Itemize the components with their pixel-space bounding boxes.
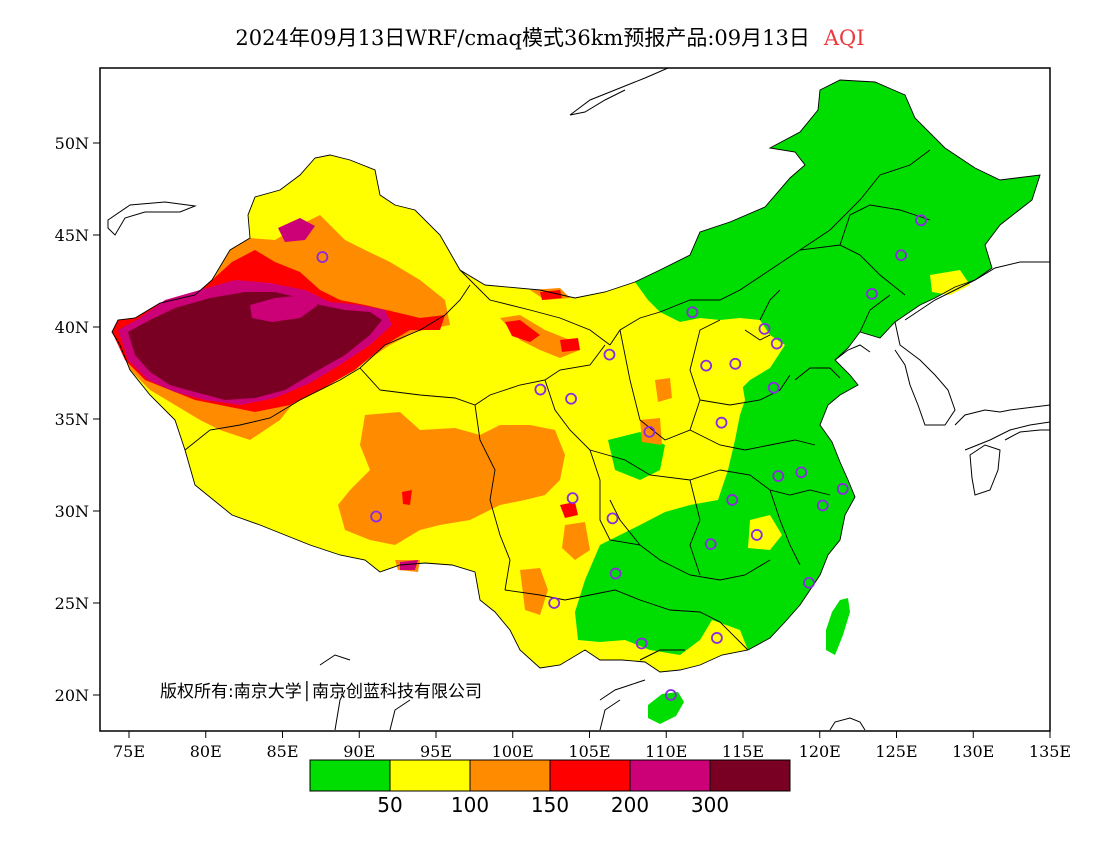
station-marker: [548, 597, 561, 609]
aqi-region-hazardous: [128, 292, 382, 400]
x-tick-label: 105E: [568, 742, 610, 761]
aqi-region-good: [608, 432, 665, 480]
aqi-region-moderate: [748, 515, 782, 550]
station-marker: [772, 470, 785, 482]
province-boundaries: [111, 79, 1041, 673]
station-marker: [836, 483, 849, 495]
aqi-region-very-unhealthy: [250, 295, 318, 322]
hainan-island: [648, 692, 684, 724]
legend-label: 50: [377, 793, 402, 817]
legend-swatch: [309, 759, 391, 792]
station-marker: [715, 416, 728, 429]
y-tick-label: 45N: [55, 226, 89, 245]
station-marker: [767, 381, 780, 394]
legend-label: 200: [611, 793, 649, 817]
taiwan-island: [826, 598, 850, 655]
station-marker: [643, 425, 656, 438]
y-tick-label: 25N: [55, 594, 89, 613]
station-marker: [795, 466, 808, 479]
x-tick-label: 100E: [492, 742, 534, 761]
y-tick-label: 50N: [55, 134, 89, 153]
station-marker: [635, 637, 648, 650]
station-marker: [866, 287, 878, 300]
y-axis: 50N 45N 40N 35N 30N 25N 20N: [55, 134, 100, 705]
aqi-region-unhealthy: [560, 502, 578, 518]
x-axis: 75E 80E 85E 90E 95E 100E 105E 110E 115E 120E 125E 1…: [113, 731, 1071, 761]
aqi-region-unhealthy: [402, 490, 412, 505]
title-text: 2024年09月13日WRF/cmaq模式36km预报产品:09月13日: [235, 26, 810, 50]
aqi-region-unhealthy-sensitive: [520, 568, 548, 615]
legend-swatch: [389, 759, 471, 792]
station-marker: [370, 510, 383, 523]
station-marker: [726, 494, 739, 506]
coastlines: [107, 68, 1050, 731]
x-tick-label: 120E: [799, 742, 841, 761]
station-markers: [316, 214, 927, 701]
aqi-region-unhealthy-sensitive: [338, 412, 565, 545]
legend-swatch: [469, 759, 551, 792]
x-tick-label: 135E: [1029, 742, 1071, 761]
y-tick-label: 20N: [55, 686, 89, 705]
station-marker: [664, 689, 677, 701]
station-marker: [915, 214, 927, 227]
x-tick-label: 125E: [875, 742, 917, 761]
legend-label: 150: [531, 793, 569, 817]
station-marker: [686, 306, 699, 319]
x-tick-label: 85E: [266, 742, 298, 761]
aqi-region-unhealthy-sensitive: [640, 418, 662, 445]
legend-swatch: [709, 759, 791, 792]
station-marker: [704, 538, 717, 551]
station-marker: [609, 567, 622, 580]
station-marker: [534, 383, 547, 396]
station-marker: [316, 251, 329, 263]
station-marker: [565, 392, 577, 405]
aqi-region-moderate: [690, 325, 748, 450]
station-marker: [895, 249, 908, 262]
map-area: [107, 68, 1050, 731]
station-marker: [603, 348, 616, 361]
station-marker: [803, 576, 815, 589]
legend-swatch: [549, 759, 631, 792]
map-title: 2024年09月13日WRF/cmaq模式36km预报产品:09月13日 AQI: [0, 22, 1100, 52]
legend-swatch: [629, 759, 711, 792]
aqi-region-unhealthy-sensitive: [655, 378, 672, 402]
station-marker: [750, 529, 763, 541]
copyright-text: 版权所有:南京大学│南京创蓝科技有限公司: [160, 681, 482, 702]
aqi-region-moderate: [930, 270, 970, 295]
y-tick-label: 35N: [55, 410, 89, 429]
map-frame: [99, 67, 1051, 732]
x-tick-label: 115E: [722, 742, 764, 761]
aqi-region-unhealthy: [560, 338, 580, 352]
x-tick-label: 90E: [343, 742, 375, 761]
color-bar-legend: 50 100 150 200 300: [309, 759, 791, 817]
station-marker: [758, 322, 771, 335]
x-tick-label: 95E: [420, 742, 452, 761]
x-tick-label: 75E: [113, 742, 145, 761]
station-marker: [711, 632, 723, 644]
variable-label: AQI: [823, 26, 865, 50]
y-tick-label: 40N: [55, 318, 89, 337]
station-marker: [729, 357, 742, 370]
y-tick-label: 30N: [55, 502, 89, 521]
aqi-region-unhealthy: [540, 290, 562, 300]
station-marker: [770, 337, 783, 350]
legend-label: 100: [451, 793, 489, 817]
aqi-region-unhealthy-sensitive: [562, 522, 590, 560]
x-tick-label: 110E: [645, 742, 687, 761]
x-tick-label: 130E: [952, 742, 994, 761]
legend-label: 300: [691, 793, 729, 817]
station-marker: [566, 492, 579, 505]
aqi-region-very-unhealthy: [400, 560, 418, 570]
aqi-region-unhealthy: [505, 320, 540, 342]
x-tick-label: 80E: [190, 742, 222, 761]
station-marker: [606, 512, 619, 525]
station-marker: [816, 499, 829, 512]
station-marker: [700, 359, 713, 372]
aqi-region-very-unhealthy: [278, 218, 315, 242]
